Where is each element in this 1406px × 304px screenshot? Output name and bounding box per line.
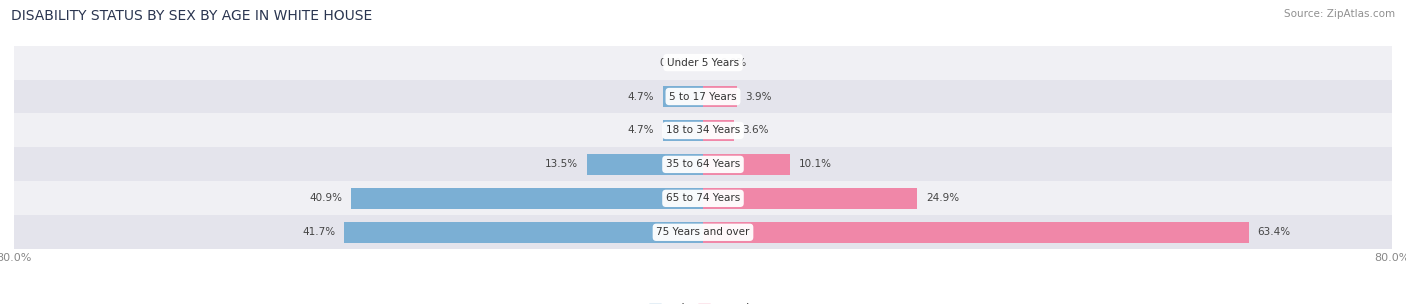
Text: 63.4%: 63.4% (1257, 227, 1291, 237)
Text: 65 to 74 Years: 65 to 74 Years (666, 193, 740, 203)
Text: 4.7%: 4.7% (627, 126, 654, 136)
Bar (703, 154, 790, 175)
Text: 40.9%: 40.9% (309, 193, 342, 203)
Bar (662, 120, 703, 141)
Bar (586, 154, 703, 175)
Bar (703, 86, 737, 107)
Bar (14, 215, 1392, 249)
Legend: Male, Female: Male, Female (644, 298, 762, 304)
Bar (662, 86, 703, 107)
Bar (703, 188, 918, 209)
Bar (14, 46, 1392, 80)
Text: 3.6%: 3.6% (742, 126, 769, 136)
Bar (703, 120, 734, 141)
Text: 35 to 64 Years: 35 to 64 Years (666, 159, 740, 169)
Bar (350, 188, 703, 209)
Bar (344, 222, 703, 243)
Text: 0.0%: 0.0% (720, 57, 747, 67)
Bar (703, 222, 1249, 243)
Bar (14, 181, 1392, 215)
Text: 0.0%: 0.0% (659, 57, 686, 67)
Text: Source: ZipAtlas.com: Source: ZipAtlas.com (1284, 9, 1395, 19)
Text: Under 5 Years: Under 5 Years (666, 57, 740, 67)
Text: 10.1%: 10.1% (799, 159, 831, 169)
Text: 24.9%: 24.9% (927, 193, 959, 203)
Text: 18 to 34 Years: 18 to 34 Years (666, 126, 740, 136)
Bar (14, 113, 1392, 147)
Text: 4.7%: 4.7% (627, 92, 654, 102)
Bar (14, 80, 1392, 113)
Text: 75 Years and over: 75 Years and over (657, 227, 749, 237)
Bar (14, 147, 1392, 181)
Text: 13.5%: 13.5% (546, 159, 578, 169)
Text: 3.9%: 3.9% (745, 92, 772, 102)
Text: 5 to 17 Years: 5 to 17 Years (669, 92, 737, 102)
Text: DISABILITY STATUS BY SEX BY AGE IN WHITE HOUSE: DISABILITY STATUS BY SEX BY AGE IN WHITE… (11, 9, 373, 23)
Text: 41.7%: 41.7% (302, 227, 335, 237)
